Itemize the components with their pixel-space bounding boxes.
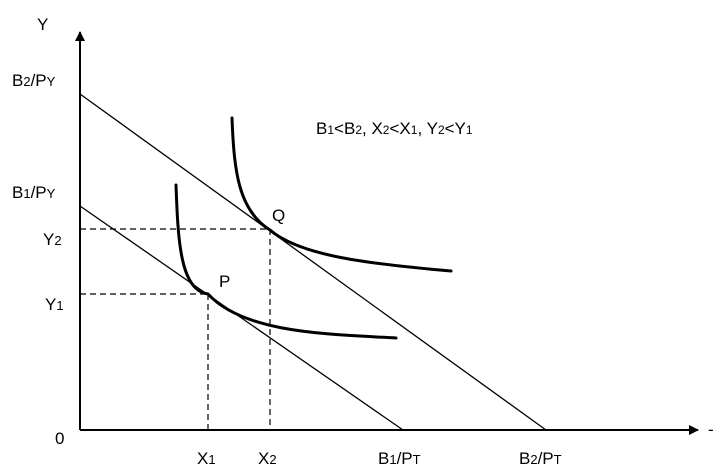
- y-tick-y1: Y1: [45, 295, 64, 314]
- x-tick-b2-pt: B2/PT: [519, 449, 562, 468]
- point-q-label: Q: [272, 206, 285, 225]
- indifference-curve-2: [230, 116, 453, 273]
- x-tick-b1-pt: B1/PT: [378, 449, 421, 468]
- condition-annotation: B1<B2, X2<X1, Y2<Y1: [316, 119, 473, 138]
- point-p-label: P: [219, 272, 230, 291]
- budget-line-2: [79, 93, 547, 431]
- y-axis-label: Y: [37, 15, 48, 34]
- origin-label: 0: [55, 429, 64, 448]
- x-axis-end-label: -: [708, 420, 714, 439]
- budget-line-1: [79, 205, 404, 431]
- x-tick-x1: X1: [197, 449, 216, 468]
- y-tick-y2: Y2: [43, 230, 62, 249]
- y-tick-b2-py: B2/PY: [12, 71, 56, 90]
- indifference-curve-1: [174, 183, 398, 340]
- y-tick-b1-py: B1/PY: [12, 183, 56, 202]
- x-tick-x2: X2: [258, 449, 277, 468]
